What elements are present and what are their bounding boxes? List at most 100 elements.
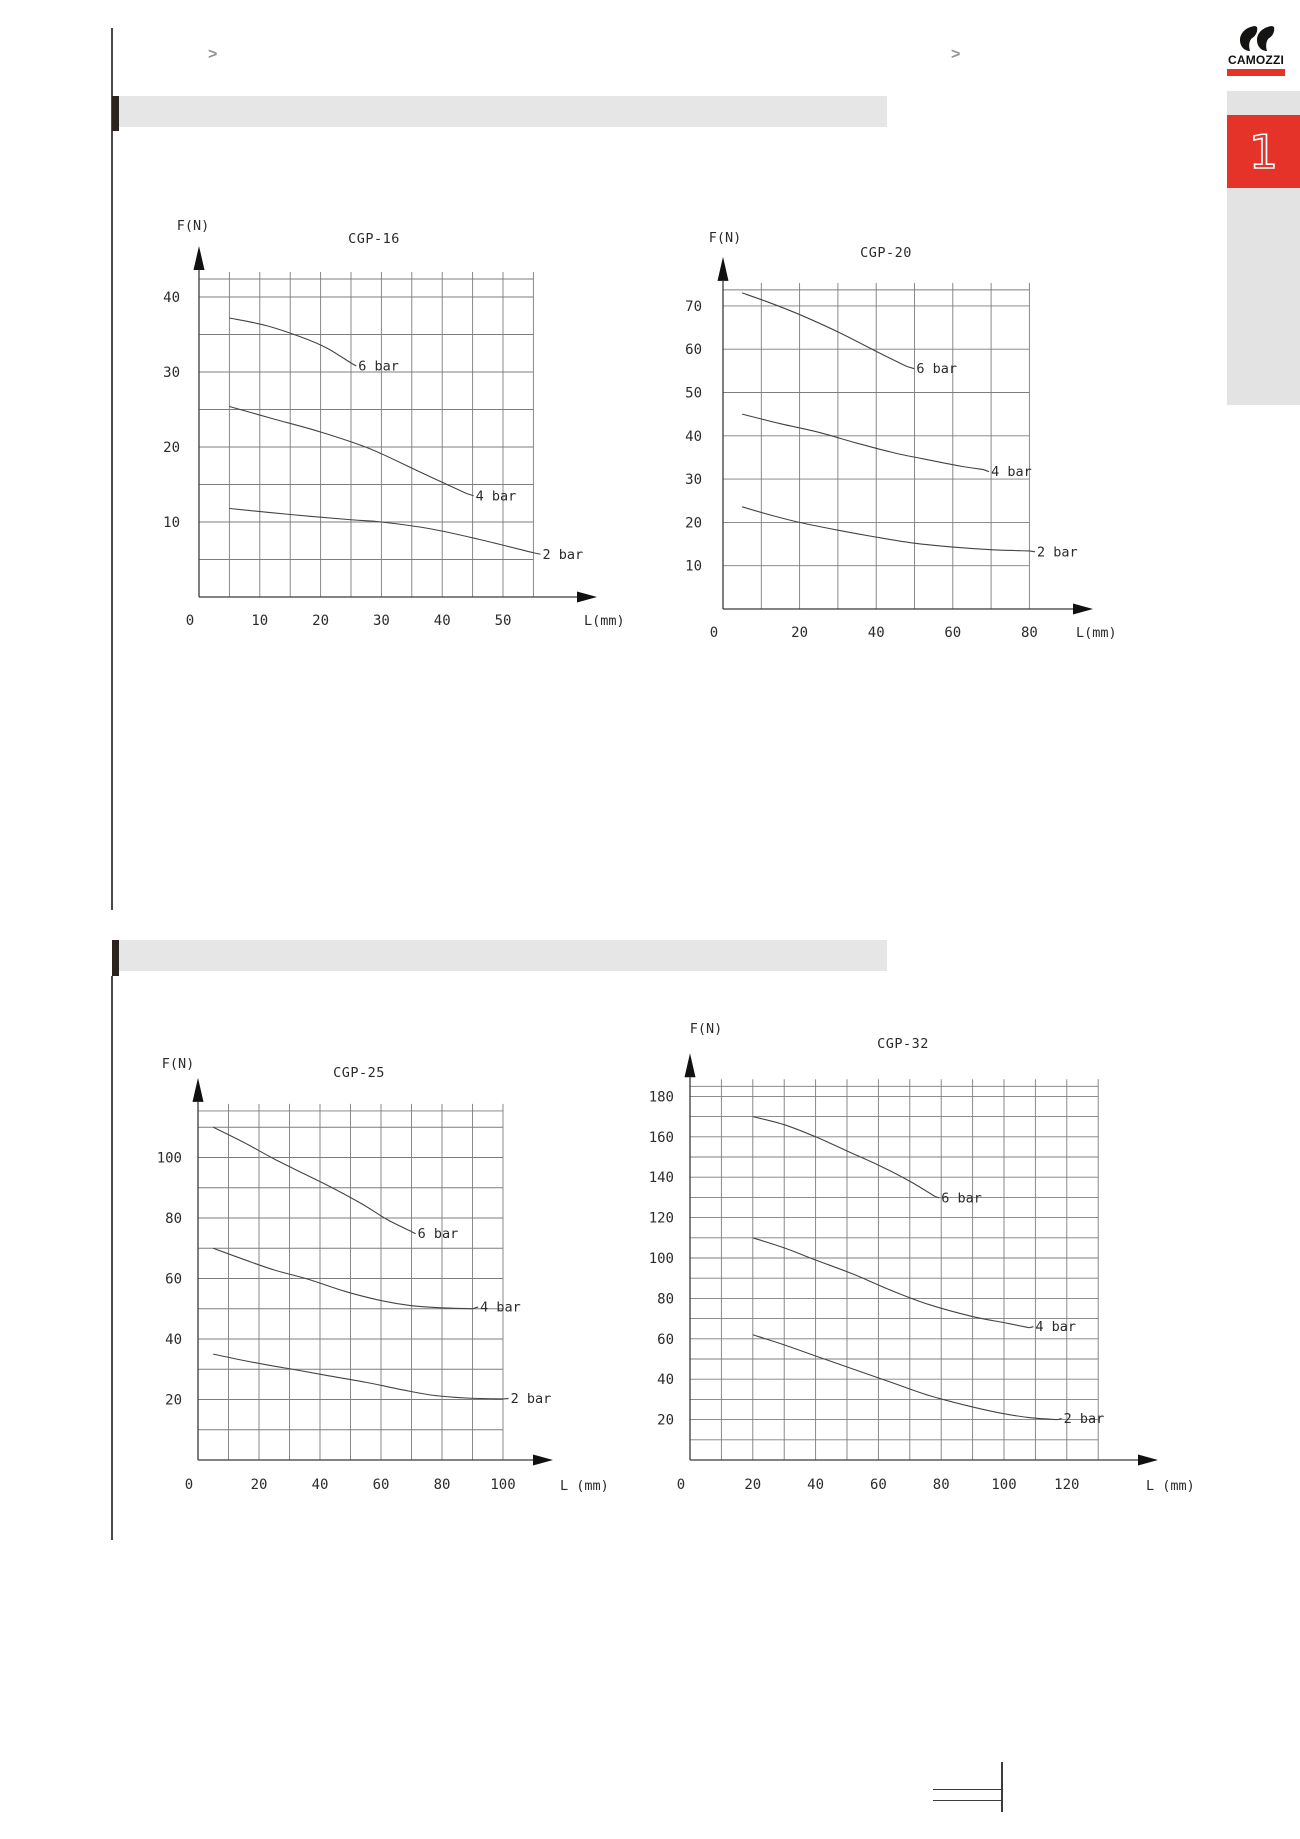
y-tick-label: 180 <box>649 1089 674 1105</box>
y-tick-label: 140 <box>649 1170 674 1186</box>
y-tick-label: 80 <box>165 1211 182 1227</box>
y-tick-label: 100 <box>649 1251 674 1267</box>
x-tick-label: 40 <box>434 613 451 629</box>
curve-label: 6 bar <box>916 361 957 377</box>
x-tick-label: 0 <box>710 625 718 641</box>
camozzi-logo-mark <box>1240 26 1275 51</box>
x-tick-label: 50 <box>495 613 512 629</box>
y-tick-label: 10 <box>163 515 180 531</box>
y-axis-title: F(N) <box>690 1021 723 1037</box>
x-tick-label: 80 <box>434 1477 451 1493</box>
x-tick-label: 60 <box>373 1477 390 1493</box>
x-tick-label: 40 <box>312 1477 329 1493</box>
x-axis-title: L(mm) <box>584 613 625 629</box>
camozzi-logo: CAMOZZI <box>1227 24 1285 76</box>
chart-cgp-32: 0 20 40 60 80 100 120 20 40 60 80 100 120 140 160 180 F(… <box>649 1021 1195 1494</box>
y-tick-label: 30 <box>163 365 180 381</box>
left-margin-rule-top <box>111 28 113 910</box>
x-tick-label: 0 <box>185 1477 193 1493</box>
x-tick-label: 20 <box>791 625 808 641</box>
y-axis-title: F(N) <box>162 1056 195 1072</box>
x-tick-label: 120 <box>1054 1477 1079 1493</box>
y-tick-label: 60 <box>657 1332 674 1348</box>
x-axis-title: L (mm) <box>560 1478 609 1494</box>
x-axis-title: L (mm) <box>1146 1478 1195 1494</box>
y-tick-label: 120 <box>649 1211 674 1227</box>
y-axis-title: F(N) <box>709 230 742 246</box>
x-tick-label: 20 <box>251 1477 268 1493</box>
x-tick-label: 80 <box>933 1477 950 1493</box>
section-header-bar <box>112 940 887 971</box>
y-tick-label: 20 <box>165 1393 182 1409</box>
curve-label: 2 bar <box>1064 1411 1105 1427</box>
x-tick-label: 0 <box>677 1477 685 1493</box>
bottom-crop-mark-horizontal <box>933 1800 1001 1801</box>
y-tick-label: 30 <box>685 472 702 488</box>
x-axis-arrow-icon <box>577 591 597 603</box>
x-axis-arrow-icon <box>1073 603 1093 615</box>
curve-2-bar <box>741 506 1030 552</box>
chart-title: CGP-25 <box>333 1065 385 1081</box>
curve-label: 6 bar <box>418 1226 459 1242</box>
curve-6-bar <box>229 317 352 364</box>
y-tick-label: 40 <box>165 1332 182 1348</box>
curve-6-bar <box>752 1116 936 1197</box>
chevron-right-icon: > <box>208 46 218 63</box>
curve-label: 6 bar <box>941 1191 982 1207</box>
x-tick-label: 40 <box>807 1477 824 1493</box>
chart-cgp-25: 0 20 40 60 80 100 20 40 60 80 100 F(N) L (mm) CGP-25 6… <box>157 1056 609 1494</box>
curve-2-bar <box>229 507 534 554</box>
x-tick-label: 30 <box>373 613 390 629</box>
curve-2-bar <box>213 1353 504 1400</box>
chart-cgp-20: 0 20 40 60 80 10 20 30 40 50 60 70 F(N) L(mm) CGP-20 6 … <box>685 230 1117 641</box>
x-axis-arrow-icon <box>533 1454 553 1466</box>
y-tick-label: 40 <box>163 290 180 306</box>
bottom-crop-mark-horizontal <box>933 1789 1001 1790</box>
camozzi-logo-underline <box>1227 69 1285 76</box>
curve-label: 2 bar <box>543 547 584 563</box>
curve-4-bar <box>752 1237 1030 1329</box>
x-tick-label: 20 <box>312 613 329 629</box>
x-tick-label: 100 <box>490 1477 515 1493</box>
y-axis-arrow-icon <box>717 256 729 281</box>
chart-cgp-16: 0 10 20 30 40 50 10 20 30 40 F(N) L(mm) CGP-16 6 bar 4… <box>163 218 625 629</box>
section-header-accent <box>112 940 119 976</box>
y-tick-label: 40 <box>657 1372 674 1388</box>
curve-label: 4 bar <box>1035 1319 1076 1335</box>
curve-6-bar <box>741 292 908 368</box>
x-tick-label: 60 <box>944 625 961 641</box>
chart-title: CGP-32 <box>877 1036 929 1052</box>
y-tick-label: 20 <box>163 440 180 456</box>
sidebar-chapter-tab: 1 <box>1227 115 1300 188</box>
curve-label: 2 bar <box>1037 544 1078 560</box>
y-tick-label: 160 <box>649 1130 674 1146</box>
x-tick-label: 20 <box>744 1477 761 1493</box>
y-tick-label: 70 <box>685 299 702 315</box>
x-axis-arrow-icon <box>1138 1454 1158 1466</box>
x-tick-label: 10 <box>251 613 268 629</box>
chapter-number: 1 <box>1248 124 1279 179</box>
y-tick-label: 20 <box>685 515 702 531</box>
curve-label: 2 bar <box>511 1391 552 1407</box>
bottom-crop-mark-vertical <box>1001 1762 1003 1812</box>
chevron-right-icon: > <box>951 46 961 63</box>
y-tick-label: 10 <box>685 559 702 575</box>
curve-4-bar <box>742 413 984 471</box>
x-tick-label: 60 <box>870 1477 887 1493</box>
curve-4-bar <box>229 405 467 494</box>
curve-label: 4 bar <box>476 488 517 504</box>
left-margin-rule-bottom <box>111 976 113 1540</box>
curve-2-bar <box>752 1334 1058 1421</box>
y-tick-label: 20 <box>657 1413 674 1429</box>
y-tick-label: 100 <box>157 1151 182 1167</box>
y-axis-arrow-icon <box>684 1053 696 1078</box>
x-tick-label: 100 <box>991 1477 1016 1493</box>
camozzi-logo-text: CAMOZZI <box>1227 53 1285 67</box>
curve-6-bar <box>213 1126 412 1233</box>
curve-4-bar <box>213 1247 473 1310</box>
chart-title: CGP-20 <box>860 245 912 261</box>
y-tick-label: 60 <box>165 1272 182 1288</box>
y-tick-label: 40 <box>685 429 702 445</box>
